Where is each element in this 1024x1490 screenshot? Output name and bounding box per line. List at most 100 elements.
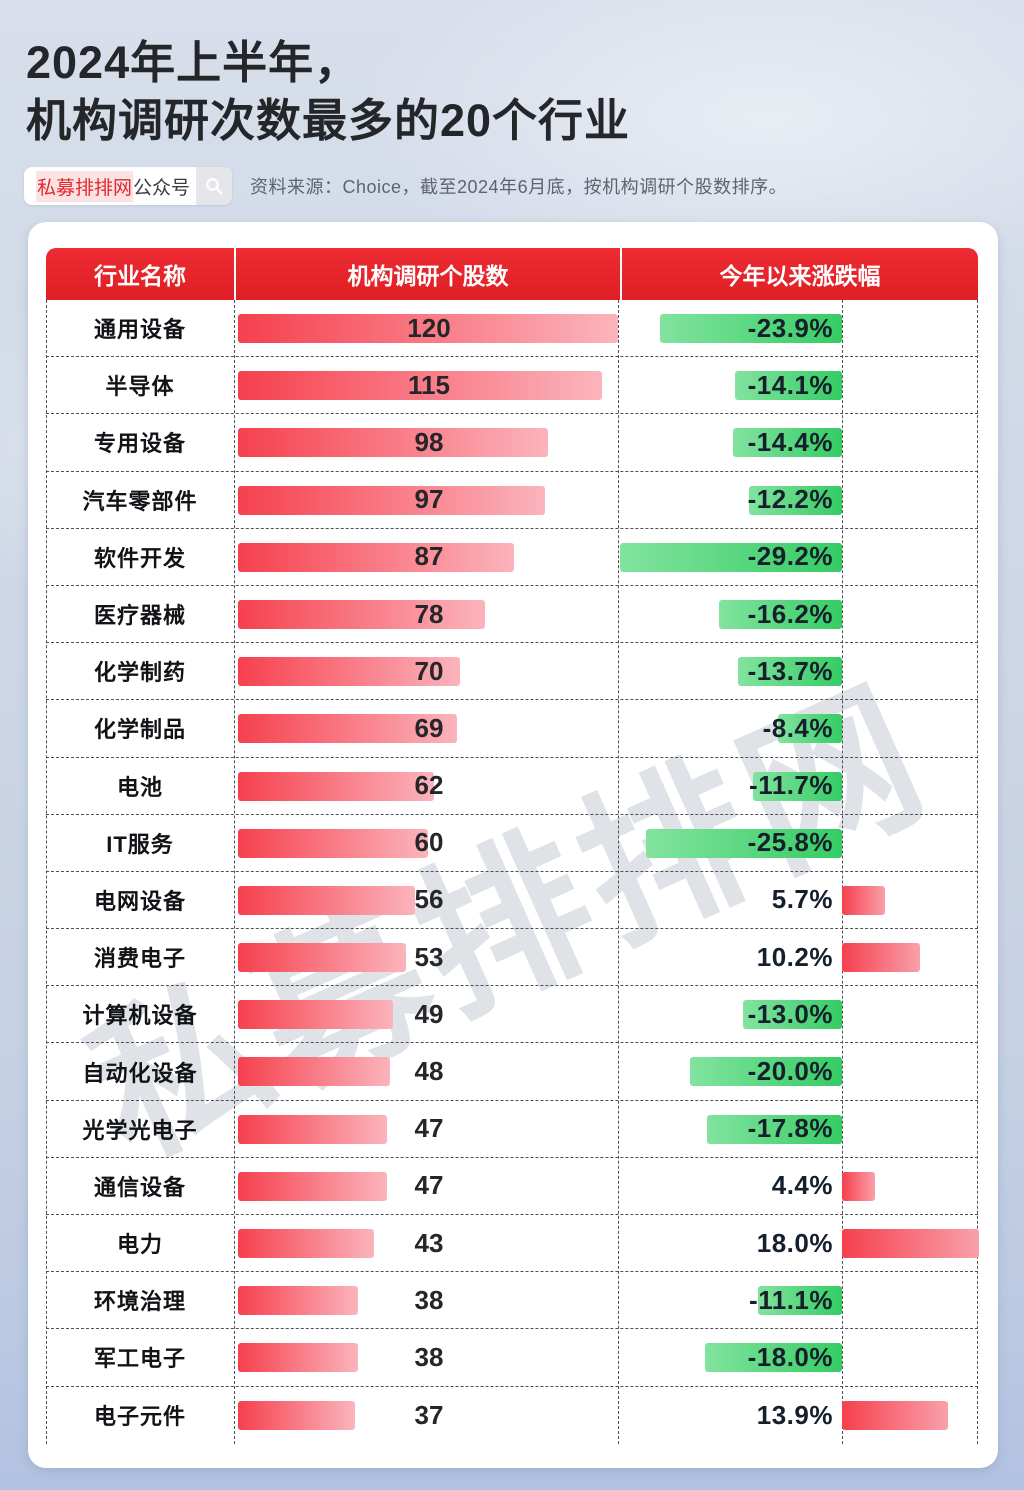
change-bar [749, 485, 842, 515]
count-value: 87 [414, 541, 444, 572]
table-row: 通用设备 120 -23.9% [46, 300, 978, 358]
count-bar [238, 1343, 359, 1373]
header-divider [234, 248, 236, 300]
column-divider-1 [234, 300, 235, 1444]
count-bar [238, 314, 618, 343]
industry-label: 军工电子 [93, 1346, 186, 1372]
table-row: 通信设备 47 4.4% [46, 1158, 978, 1215]
change-value: -29.2% [747, 541, 833, 572]
count-bar [238, 828, 428, 858]
industry-label: 环境治理 [93, 1289, 186, 1315]
count-bar [238, 885, 416, 915]
industry-label: 电网设备 [93, 888, 186, 914]
count-bar [238, 943, 406, 973]
industry-label: 电子元件 [93, 1404, 186, 1430]
change-bar [718, 599, 842, 629]
change-bar [706, 1114, 842, 1144]
change-value: -13.7% [747, 655, 833, 686]
count-value: 53 [414, 941, 444, 972]
table-row: 自动化设备 48 -20.0% [46, 1043, 978, 1101]
industry-label: 电力 [116, 1232, 163, 1258]
count-bar [238, 599, 485, 629]
count-value: 115 [408, 369, 450, 400]
change-bar [620, 542, 842, 572]
count-bar [238, 1114, 387, 1144]
change-bar [842, 943, 920, 973]
table-row: 军工电子 38 -18.0% [46, 1329, 978, 1387]
brand-search-box[interactable]: 私募排排网 公众号 [24, 167, 232, 205]
change-bar [842, 1171, 876, 1201]
table-row: 软件开发 87 -29.2% [46, 529, 978, 586]
brand-name: 私募排排网 [36, 170, 134, 202]
table-header: 行业名称 机构调研个股数 今年以来涨跌幅 [46, 248, 978, 300]
industry-label: 化学制品 [93, 717, 186, 743]
topbar: 私募排排网 公众号 资料来源：Choice，截至2024年6月底，按机构调研个股… [24, 167, 787, 205]
count-bar [238, 1229, 375, 1258]
industry-label: 光学光电子 [82, 1117, 198, 1143]
change-value: -18.0% [747, 1341, 833, 1372]
count-value: 43 [414, 1227, 444, 1258]
count-value: 62 [414, 770, 444, 801]
table-row: 医疗器械 78 -16.2% [46, 586, 978, 644]
change-value: -23.9% [747, 312, 833, 343]
table-row: 化学制药 70 -13.7% [46, 643, 978, 701]
change-value: -20.0% [747, 1056, 833, 1087]
industry-label: 化学制药 [93, 660, 186, 686]
change-bar [660, 314, 842, 343]
table-row: 化学制品 69 -8.4% [46, 700, 978, 758]
header-divider [620, 248, 622, 300]
count-value: 98 [414, 426, 444, 457]
change-value: -13.0% [747, 998, 833, 1029]
change-bar [842, 885, 886, 915]
count-bar [238, 428, 549, 458]
change-bar [753, 771, 842, 801]
table-row: 专用设备 98 -14.4% [46, 414, 978, 472]
table-row: 电池 62 -11.7% [46, 758, 978, 815]
count-bar [238, 771, 435, 801]
chart-card: 私募排排网 行业名称 机构调研个股数 今年以来涨跌幅 通用设备 120 -23.9%… [28, 222, 998, 1468]
table-body: 通用设备 120 -23.9% 半导体 115 -14.1% 专用设备 98 -14.4% 汽车零… [46, 300, 979, 1444]
change-value: 10.2% [756, 941, 833, 972]
count-bar [238, 1000, 394, 1030]
page-title: 2024年上半年， 机构调研次数最多的20个行业 [26, 34, 630, 150]
industry-label: 汽车零部件 [82, 488, 198, 514]
change-value: 5.7% [771, 884, 833, 915]
change-bar [732, 428, 842, 458]
table-row: 半导体 115 -14.1% [46, 357, 978, 415]
industry-label: 通用设备 [93, 317, 186, 343]
count-value: 78 [414, 598, 444, 629]
source-note: 资料来源：Choice，截至2024年6月底，按机构调研个股数排序。 [250, 177, 788, 197]
table-row: 电子元件 37 13.9% [46, 1387, 978, 1444]
count-value: 38 [414, 1284, 444, 1315]
zero-axis-divider [842, 300, 843, 1444]
change-value: -16.2% [747, 598, 833, 629]
count-value: 38 [414, 1341, 444, 1372]
count-value: 60 [414, 827, 444, 858]
count-bar [238, 1400, 356, 1430]
change-value: -14.4% [747, 426, 833, 457]
change-value: -11.1% [749, 1284, 833, 1315]
industry-label: 医疗器械 [93, 603, 186, 629]
count-bar [238, 1057, 390, 1087]
change-value: 18.0% [756, 1227, 833, 1258]
count-value: 47 [414, 1113, 444, 1144]
change-bar [743, 1000, 842, 1030]
column-divider-left [46, 300, 47, 1444]
change-value: 4.4% [771, 1170, 833, 1201]
column-divider-2 [618, 300, 619, 1444]
page-title-line1: 2024年上半年， [26, 37, 361, 88]
industry-label: 半导体 [105, 374, 175, 400]
header-count: 机构调研个股数 [347, 263, 509, 289]
count-bar [238, 714, 457, 744]
count-bar [238, 542, 514, 572]
count-bar [238, 657, 460, 687]
search-button[interactable] [196, 167, 232, 205]
brand-suffix: 公众号 [133, 177, 191, 199]
change-value: 13.9% [756, 1399, 833, 1430]
table-row: 环境治理 38 -11.1% [46, 1272, 978, 1330]
count-bar [238, 371, 603, 401]
count-value: 56 [414, 884, 444, 915]
change-bar [690, 1057, 842, 1087]
change-bar [757, 1286, 842, 1316]
change-value: -25.8% [747, 827, 833, 858]
